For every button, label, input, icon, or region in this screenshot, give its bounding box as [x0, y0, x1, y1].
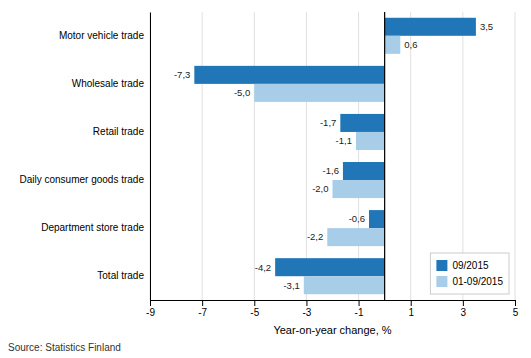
- data-label: -1,7: [320, 117, 336, 128]
- source: Source: Statistics Finland: [8, 342, 121, 353]
- tick-label: Motor vehicle trade: [59, 30, 144, 41]
- legend-swatch: [436, 260, 447, 271]
- x-label: Year-on-year change, %: [273, 324, 391, 336]
- data-label: -7,3: [174, 69, 190, 80]
- bar: [369, 210, 385, 228]
- tick-label: -5: [250, 307, 259, 318]
- bar: [385, 18, 476, 36]
- series: [194, 18, 476, 276]
- tick-mark: [359, 300, 360, 306]
- tick: 1: [408, 300, 414, 318]
- bar: [254, 84, 384, 102]
- tick-mark: [515, 300, 516, 306]
- tick-label: Wholesale trade: [72, 78, 145, 89]
- tick: Department store trade: [41, 222, 150, 233]
- grid-line: [515, 12, 516, 300]
- tick-label: Daily consumer goods trade: [19, 174, 144, 185]
- legend-box: [430, 253, 509, 294]
- grid-line: [150, 12, 151, 300]
- tick: Daily consumer goods trade: [19, 174, 150, 185]
- tick: Retail trade: [93, 126, 150, 137]
- data-labels: -4,2 -0,6 -1,6 -1,7 -7,3 3,5 -3,1 -2,2 -2,0 -1,1 -…: [174, 21, 493, 290]
- tick-mark: [306, 300, 307, 306]
- tick-label: -1: [355, 307, 364, 318]
- grid-line: [410, 12, 411, 300]
- data-label: -4,2: [255, 262, 271, 273]
- bar: [356, 132, 385, 150]
- data-label: 3,5: [480, 21, 493, 32]
- legend: 09/2015 01-09/2015: [430, 253, 509, 294]
- bar: [304, 276, 385, 294]
- chart: -4,2 -0,6 -1,6 -1,7 -7,3 3,5 -3,1 -2,2 -2,0 -1,1 -…: [0, 0, 531, 358]
- data-label: -2,2: [307, 231, 323, 242]
- bar: [385, 36, 401, 54]
- grid: [150, 12, 515, 300]
- legend-label: 01-09/2015: [452, 276, 503, 287]
- tick-mark: [463, 300, 464, 306]
- zero-line: [384, 12, 385, 300]
- series: [254, 36, 400, 294]
- x-axis: -9 -7 -5 -3 -1 1 3 5: [146, 300, 519, 318]
- legend-item: 09/2015: [436, 260, 489, 271]
- tick: -3: [302, 300, 311, 318]
- legend-swatch: [436, 276, 447, 287]
- tick-mark: [254, 300, 255, 306]
- tick-label: 5: [513, 307, 519, 318]
- bar: [340, 114, 384, 132]
- tick: Wholesale trade: [72, 78, 150, 89]
- data-label: -1,6: [323, 165, 339, 176]
- tick-mark: [150, 300, 151, 306]
- legend-item: 01-09/2015: [436, 276, 503, 287]
- tick-label: -7: [198, 307, 207, 318]
- grid-line: [202, 12, 203, 300]
- grid-line: [358, 12, 359, 300]
- bar: [275, 258, 385, 276]
- grid-line: [254, 12, 255, 300]
- tick: -1: [355, 300, 364, 318]
- tick-label: 3: [461, 307, 467, 318]
- tick-label: 1: [408, 307, 414, 318]
- tick-label: Department store trade: [41, 222, 144, 233]
- axis-line: [150, 13, 151, 301]
- data-label: 0,6: [404, 39, 417, 50]
- tick-label: Retail trade: [93, 126, 145, 137]
- tick: -9: [146, 300, 155, 318]
- bar: [194, 66, 384, 84]
- data-label: -3,1: [283, 280, 299, 291]
- data-label: -1,1: [336, 135, 352, 146]
- tick: 3: [461, 300, 467, 318]
- bar: [333, 180, 385, 198]
- tick: Total trade: [97, 270, 150, 281]
- tick: 5: [513, 300, 519, 318]
- bar: [343, 162, 385, 180]
- grid-line: [306, 12, 307, 300]
- axis-line: [151, 301, 516, 307]
- tick-mark: [202, 300, 203, 306]
- tick-label: Total trade: [97, 270, 144, 281]
- tick: -7: [198, 300, 207, 318]
- bar: [327, 228, 384, 246]
- tick-mark: [411, 300, 412, 306]
- data-label: -2,0: [312, 183, 328, 194]
- plot: -4,2 -0,6 -1,6 -1,7 -7,3 3,5 -3,1 -2,2 -2,0 -1,1 -…: [19, 12, 518, 318]
- tick: -5: [250, 300, 259, 318]
- data-label: -0,6: [349, 213, 365, 224]
- tick-label: -9: [146, 307, 155, 318]
- legend-label: 09/2015: [452, 260, 489, 271]
- data-label: -5,0: [234, 87, 250, 98]
- y-axis: Motor vehicle trade Wholesale trade Retail…: [19, 13, 150, 301]
- tick: Motor vehicle trade: [59, 30, 150, 41]
- tick-label: -3: [302, 307, 311, 318]
